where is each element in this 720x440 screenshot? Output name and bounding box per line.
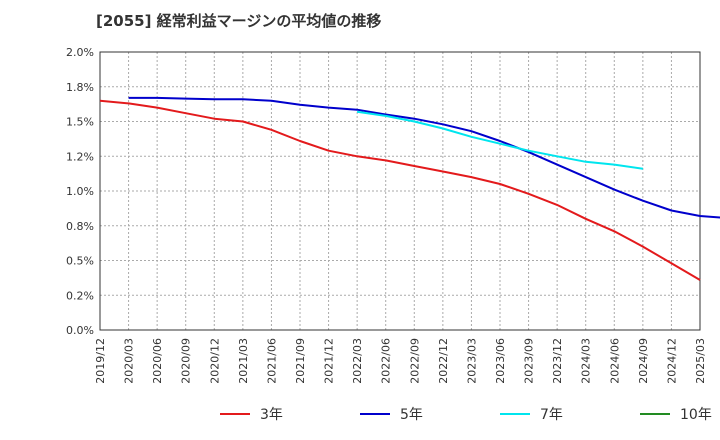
- series-line: [99, 99, 701, 281]
- legend-label: 7年: [540, 407, 563, 423]
- x-tick-label: 2023/12: [551, 338, 564, 384]
- y-tick-label: 1.8%: [66, 81, 94, 94]
- x-tick-label: 2021/09: [294, 338, 307, 384]
- y-tick-label: 0.8%: [66, 220, 94, 233]
- x-tick-label: 2020/09: [180, 338, 193, 384]
- x-tick-label: 2022/12: [437, 338, 450, 384]
- legend: 3年 5年 7年 10年: [220, 407, 712, 423]
- axes: [99, 51, 701, 331]
- legend-label: 3年: [260, 407, 283, 423]
- y-tick-label: 1.2%: [66, 150, 94, 163]
- grid: [99, 51, 701, 331]
- y-tick-label: 2.0%: [66, 46, 94, 59]
- x-tick-label: 2021/06: [265, 338, 278, 384]
- y-tick-label: 0.0%: [66, 324, 94, 337]
- series-lines: [99, 96, 720, 281]
- x-tick-label: 2022/06: [380, 338, 393, 384]
- chart-title: [2055] 経常利益マージンの平均値の推移: [96, 12, 382, 30]
- x-tick-label: 2024/09: [637, 338, 650, 384]
- x-tick-label: 2024/12: [665, 338, 678, 384]
- x-tick-label: 2025/03: [694, 338, 707, 384]
- x-tick-label: 2020/06: [151, 338, 164, 384]
- x-tick-label: 2019/12: [94, 338, 107, 384]
- y-tick-labels: 0.0% 0.2% 0.5% 0.8% 1.0% 1.2% 1.5% 1.8% 2.0%: [66, 46, 94, 337]
- series-line: [128, 96, 720, 219]
- x-tick-label: 2024/03: [580, 338, 593, 384]
- x-tick-label: 2024/06: [608, 338, 621, 384]
- x-tick-label: 2020/12: [208, 338, 221, 384]
- x-tick-label: 2021/03: [237, 338, 250, 384]
- legend-label: 5年: [400, 407, 423, 423]
- y-tick-label: 0.2%: [66, 289, 94, 302]
- x-tick-label: 2023/06: [494, 338, 507, 384]
- series-line: [356, 110, 644, 170]
- x-tick-label: 2020/03: [123, 338, 136, 384]
- plot-frame: [99, 51, 701, 331]
- x-tick-label: 2023/03: [465, 338, 478, 384]
- x-tick-label: 2023/09: [523, 338, 536, 384]
- x-tick-label: 2021/12: [323, 338, 336, 384]
- x-tick-label: 2022/09: [408, 338, 421, 384]
- y-tick-label: 1.5%: [66, 116, 94, 129]
- legend-label: 10年: [680, 407, 712, 423]
- y-tick-label: 1.0%: [66, 185, 94, 198]
- x-tick-labels: 2019/12 2020/03 2020/06 2020/09 2020/12 2021/…: [94, 338, 707, 384]
- y-tick-label: 0.5%: [66, 255, 94, 268]
- x-tick-label: 2022/03: [351, 338, 364, 384]
